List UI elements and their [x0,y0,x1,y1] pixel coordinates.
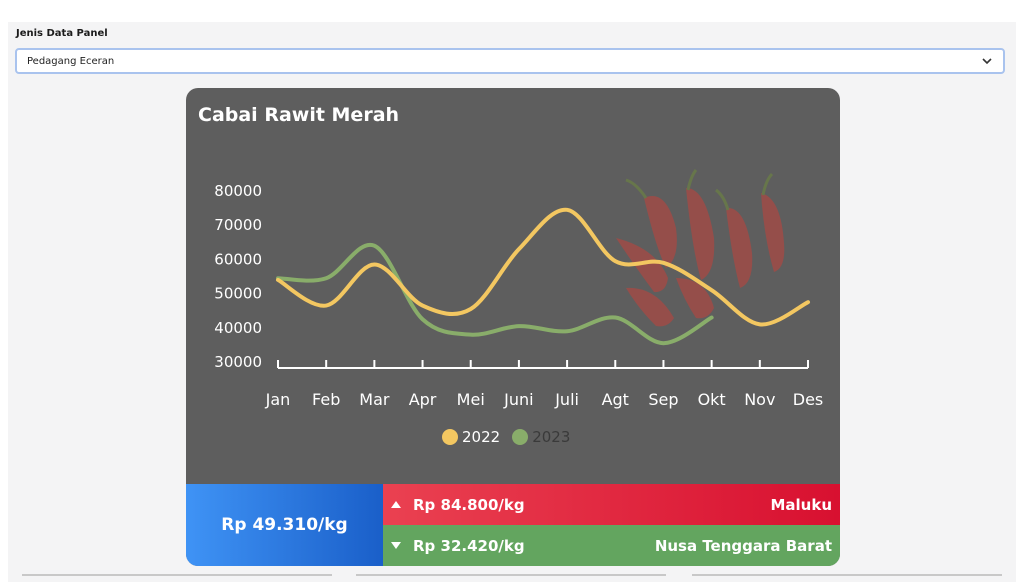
next-card-edge-3 [692,574,1002,576]
y-tick-label: 50000 [214,285,262,303]
filter-label: Jenis Data Panel [16,28,108,39]
commodity-card: Cabai Rawit Merah 80000 70000 60000 50000 40… [186,88,840,566]
x-tick-label: Jan [265,390,291,409]
price-stats: Rp 49.310/kg Rp 84.800/kg Maluku Rp 32.4… [186,484,840,566]
price-line-chart: 80000 70000 60000 50000 40000 30000 Jan Feb Mar A… [214,182,824,409]
x-tick-label: Nov [744,390,775,409]
series-line-2023 [276,242,714,346]
lowest-price: Rp 32.420/kg [413,536,525,555]
average-price: Rp 49.310/kg [186,484,383,566]
legend-item-2023: 2023 [512,428,570,446]
legend-item-2022: 2022 [442,428,500,446]
next-card-edge-2 [356,574,666,576]
x-tick-label: Des [793,390,824,409]
legend-label-2022: 2022 [462,428,501,446]
next-card-edge-1 [22,574,332,576]
lowest-price-row: Rp 32.420/kg Nusa Tenggara Barat [383,525,840,566]
series-line-2022 [276,207,810,327]
highest-price: Rp 84.800/kg [413,495,525,514]
data-panel-select-value: Pedagang Eceran [27,55,115,67]
x-tick-label: Agt [602,390,629,409]
y-tick-label: 60000 [214,250,262,268]
x-tick-label: Mar [359,390,390,409]
y-tick-label: 80000 [214,182,262,200]
lowest-price-region: Nusa Tenggara Barat [654,536,832,555]
legend-swatch-2023 [512,429,529,445]
x-tick-label: Okt [698,390,726,409]
x-tick-label: Mei [457,390,485,409]
x-tick-label: Juni [503,390,533,409]
legend-label-2023: 2023 [532,428,571,446]
y-tick-label: 40000 [214,319,262,337]
arrow-up-icon [391,501,401,508]
x-tick-label: Feb [312,390,340,409]
arrow-down-icon [391,542,401,549]
x-tick-label: Sep [648,390,678,409]
y-tick-label: 30000 [214,353,262,371]
chart-legend: 2022 2023 [442,428,570,446]
y-tick-label: 70000 [214,216,262,234]
x-tick-label: Apr [409,390,437,409]
legend-swatch-2022 [442,429,458,445]
card-title: Cabai Rawit Merah [198,104,400,126]
x-tick-label: Juli [554,390,579,409]
chevron-down-icon [981,55,993,67]
data-panel-select[interactable]: Pedagang Eceran [15,48,1005,74]
highest-price-row: Rp 84.800/kg Maluku [383,484,840,525]
highest-price-region: Maluku [770,495,832,514]
